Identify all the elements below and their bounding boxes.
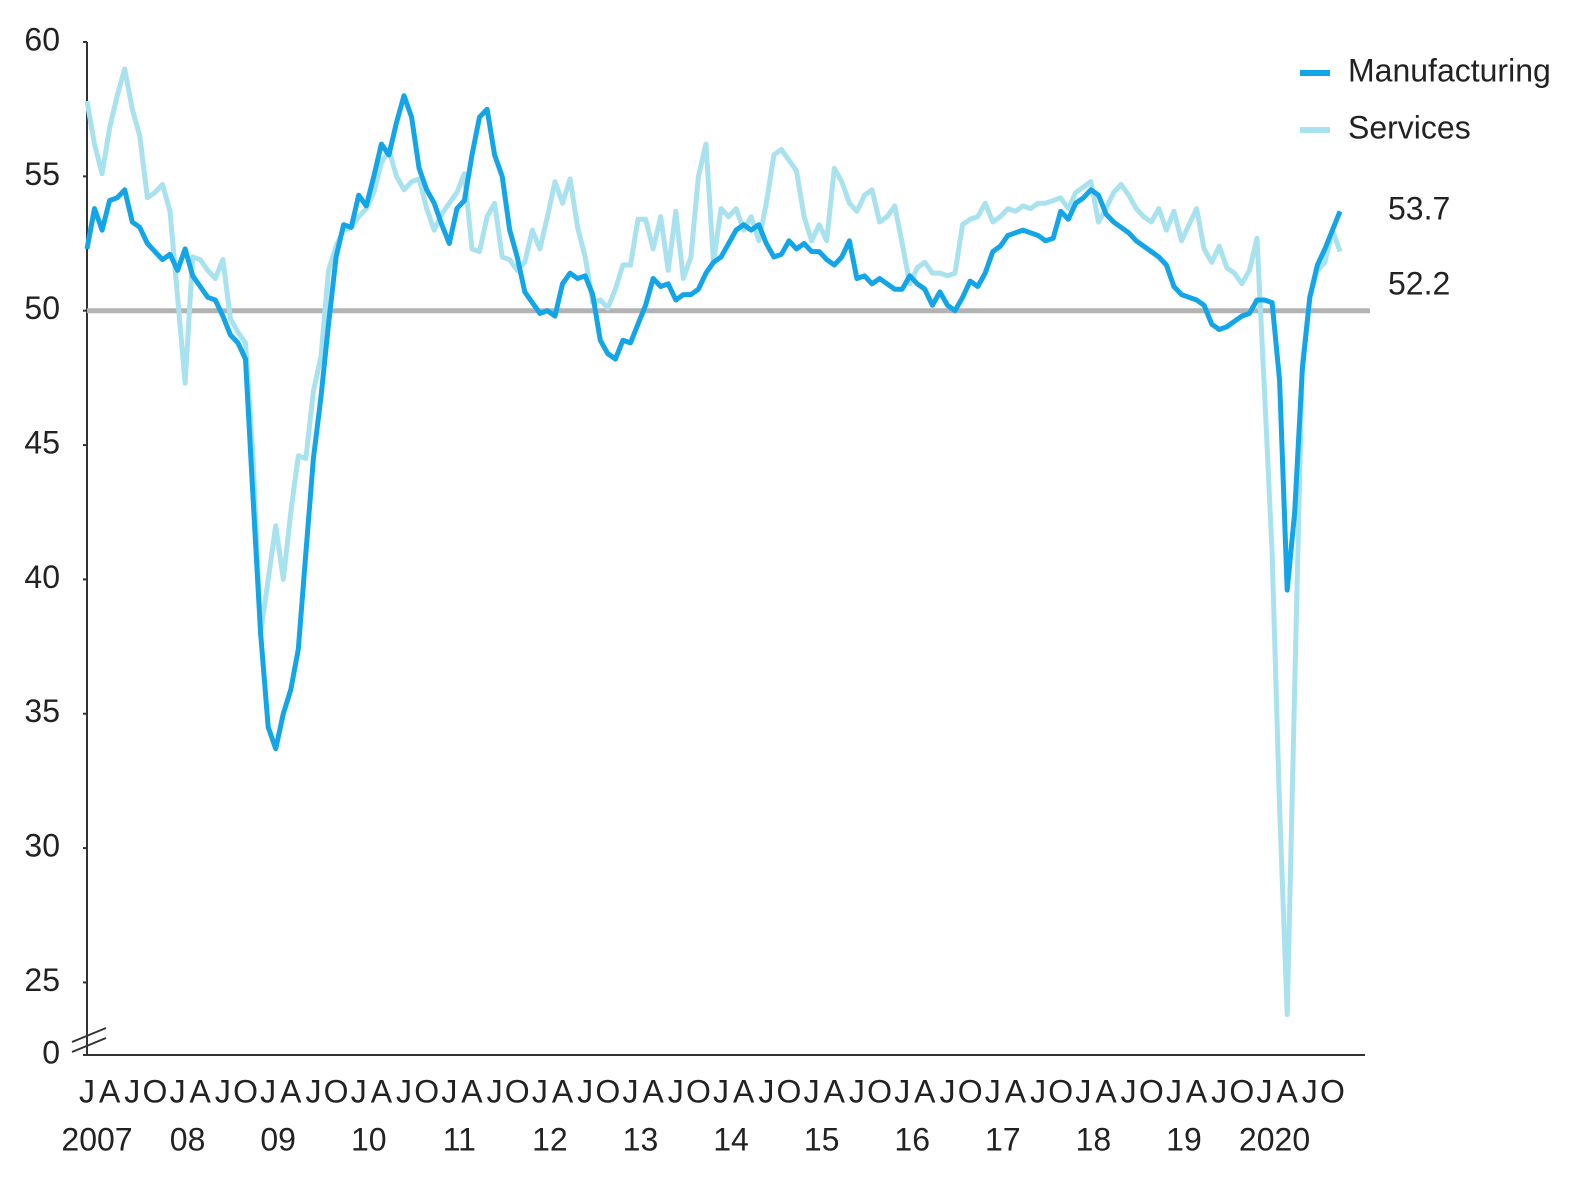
x-tick-label: A [371, 1073, 393, 1109]
x-tick-label: A [99, 1073, 121, 1109]
x-year-label: 12 [532, 1121, 568, 1157]
x-tick-label: A [733, 1073, 755, 1109]
x-tick-label: J [305, 1073, 321, 1109]
x-tick-label: O [324, 1073, 349, 1109]
x-tick-label: J [260, 1073, 276, 1109]
y-tick-label: 25 [24, 962, 60, 998]
x-tick-label: J [487, 1073, 503, 1109]
x-tick-label: J [79, 1073, 95, 1109]
x-tick-label: O [1048, 1073, 1073, 1109]
series-line [84, 93, 1343, 752]
x-year-label: 16 [894, 1121, 930, 1157]
x-year-label: 11 [443, 1121, 476, 1157]
x-tick-label: O [505, 1073, 530, 1109]
x-tick-label: O [1229, 1073, 1254, 1109]
x-tick-label: J [1166, 1073, 1182, 1109]
axis-break [71, 1027, 107, 1043]
axis-break [71, 1037, 107, 1053]
x-tick-label: O [233, 1073, 258, 1109]
x-tick-label: J [758, 1073, 774, 1109]
x-tick-label: J [1257, 1073, 1273, 1109]
y-tick-label: 55 [24, 156, 60, 192]
x-tick-label: J [849, 1073, 865, 1109]
y-tick-label: 35 [24, 693, 60, 729]
x-year-label: 13 [623, 1121, 659, 1157]
x-tick-label: J [804, 1073, 820, 1109]
end-label: 53.7 [1388, 191, 1450, 227]
x-tick-label: J [894, 1073, 910, 1109]
x-tick-label: J [351, 1073, 367, 1109]
x-tick-label: J [1121, 1073, 1137, 1109]
x-tick-label: J [1075, 1073, 1091, 1109]
x-tick-label: O [867, 1073, 892, 1109]
x-tick-label: A [1276, 1073, 1298, 1109]
x-tick-label: O [958, 1073, 983, 1109]
x-year-label: 08 [170, 1121, 206, 1157]
x-tick-label: A [642, 1073, 664, 1109]
x-tick-label: O [686, 1073, 711, 1109]
x-year-label: 10 [351, 1121, 387, 1157]
y-tick-label: 30 [24, 828, 60, 864]
x-tick-label: A [824, 1073, 846, 1109]
x-tick-label: A [1005, 1073, 1027, 1109]
x-tick-label: J [668, 1073, 684, 1109]
x-tick-label: J [532, 1073, 548, 1109]
x-tick-label: O [142, 1073, 167, 1109]
x-tick-label: J [622, 1073, 638, 1109]
x-tick-label: A [461, 1073, 483, 1109]
y-tick-label: 40 [24, 559, 60, 595]
y-tick-label: 45 [24, 425, 60, 461]
x-tick-label: A [1095, 1073, 1117, 1109]
x-tick-label: J [441, 1073, 457, 1109]
x-tick-label: A [190, 1073, 212, 1109]
x-tick-label: A [1186, 1073, 1208, 1109]
x-tick-label: O [777, 1073, 802, 1109]
x-tick-label: O [595, 1073, 620, 1109]
x-tick-label: J [1030, 1073, 1046, 1109]
x-year-label: 2020 [1239, 1121, 1310, 1157]
x-year-label: 14 [713, 1121, 749, 1157]
x-tick-label: J [124, 1073, 140, 1109]
x-tick-label: A [552, 1073, 574, 1109]
x-year-label: 2007 [61, 1121, 132, 1157]
x-tick-label: A [914, 1073, 936, 1109]
x-year-label: 18 [1076, 1121, 1112, 1157]
x-tick-label: J [215, 1073, 231, 1109]
x-year-label: 17 [985, 1121, 1021, 1157]
x-tick-label: J [1302, 1073, 1318, 1109]
x-tick-label: O [1320, 1073, 1345, 1109]
x-tick-label: O [1139, 1073, 1164, 1109]
end-label: 52.2 [1388, 266, 1450, 302]
y-tick-label: 50 [24, 290, 60, 326]
x-tick-label: J [1211, 1073, 1227, 1109]
x-tick-label: J [170, 1073, 186, 1109]
y-tick-label: 60 [24, 21, 60, 57]
x-tick-label: A [280, 1073, 302, 1109]
x-year-label: 15 [804, 1121, 840, 1157]
x-tick-label: J [985, 1073, 1001, 1109]
x-tick-label: J [396, 1073, 412, 1109]
x-tick-label: O [414, 1073, 439, 1109]
x-year-label: 19 [1166, 1121, 1202, 1157]
y-tick-label: 0 [42, 1034, 60, 1070]
x-tick-label: J [713, 1073, 729, 1109]
x-tick-label: J [577, 1073, 593, 1109]
x-tick-label: J [939, 1073, 955, 1109]
series-line [84, 66, 1343, 1018]
legend-label: Manufacturing [1348, 52, 1551, 88]
x-year-label: 09 [260, 1121, 296, 1157]
legend-label: Services [1348, 109, 1471, 145]
